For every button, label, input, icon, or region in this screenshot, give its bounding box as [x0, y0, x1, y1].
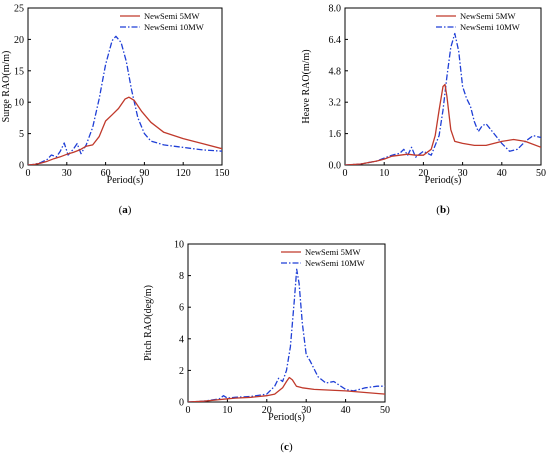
series-line-10mw: [28, 35, 222, 165]
panel-label: (a): [119, 204, 132, 216]
legend-label: NewSemi 10MW: [305, 258, 365, 268]
panel-label: (b): [436, 204, 450, 216]
x-tick-label: 90: [139, 168, 149, 179]
x-tick-label: 40: [497, 168, 507, 179]
x-tick-label: 30: [301, 405, 311, 416]
series-line-5mw: [188, 376, 385, 402]
x-tick-label: 20: [262, 405, 272, 416]
legend-label: NewSemi 10MW: [460, 22, 520, 32]
x-tick-label: 50: [380, 405, 390, 416]
y-tick-label: 0: [179, 398, 184, 409]
y-tick-label: 4.8: [329, 66, 342, 77]
y-tick-label: 6.4: [329, 35, 342, 46]
y-tick-label: 25: [14, 4, 24, 15]
y-tick-label: 15: [14, 66, 24, 77]
x-tick-label: 20: [418, 168, 428, 179]
x-tick-label: 10: [379, 168, 389, 179]
y-tick-label: 3.2: [329, 98, 342, 109]
y-axis-title: Surge RAO(m/m): [1, 51, 12, 123]
x-tick-label: 60: [101, 168, 111, 179]
y-tick-label: 6: [179, 303, 184, 314]
series-line-10mw: [345, 32, 541, 165]
legend-label: NewSemi 5MW: [460, 11, 515, 21]
y-tick-label: 10: [174, 240, 184, 251]
y-axis-title: Heave RAO(m/m): [301, 49, 312, 123]
y-axis-title: Pitch RAO(deg/m): [143, 285, 154, 361]
plot-frame: [187, 243, 386, 403]
y-tick-label: 0: [19, 161, 24, 172]
series-line-5mw: [28, 96, 222, 165]
series-line-5mw: [345, 83, 541, 165]
chart-panel-c: 0 10 20 30 40 50 0 2 4 6 8 10 Period(s) Pitch RAO(deg…: [143, 240, 390, 454]
x-axis-title: Period(s): [107, 175, 144, 186]
x-tick-label: 10: [222, 405, 232, 416]
x-tick-label: 0: [186, 405, 191, 416]
y-tick-label: 5: [19, 129, 24, 140]
x-tick-label: 0: [26, 168, 31, 179]
y-tick-label: 8.0: [329, 4, 342, 15]
x-tick-label: 0: [343, 168, 348, 179]
legend-label: NewSemi 5MW: [144, 11, 199, 21]
x-tick-label: 150: [215, 168, 230, 179]
x-tick-label: 30: [62, 168, 72, 179]
plot-frame: [344, 7, 542, 166]
chart-panel-a: 0 30 60 90 120 150 0 5 10 15 20 25 Period(s) Surge RA…: [1, 4, 230, 217]
x-tick-label: 50: [536, 168, 546, 179]
series-line-10mw: [188, 268, 385, 402]
legend-label: NewSemi 5MW: [305, 247, 360, 257]
plot-frame: [27, 7, 223, 166]
panel-label: (c): [280, 441, 293, 453]
y-tick-label: 8: [179, 271, 184, 282]
x-tick-label: 40: [341, 405, 351, 416]
y-tick-label: 1.6: [329, 129, 342, 140]
x-tick-label: 120: [176, 168, 191, 179]
y-tick-label: 0.0: [329, 161, 342, 172]
x-axis-title: Period(s): [425, 175, 462, 186]
y-tick-label: 20: [14, 35, 24, 46]
y-tick-label: 10: [14, 98, 24, 109]
chart-panel-b: 0 10 20 30 40 50 0.0 1.6 3.2 4.8 6.4 8.0 Period(s) He…: [301, 4, 546, 217]
x-axis-title: Period(s): [268, 412, 305, 423]
y-tick-label: 4: [179, 334, 184, 345]
x-tick-label: 30: [458, 168, 468, 179]
y-tick-label: 2: [179, 366, 184, 377]
legend-label: NewSemi 10MW: [144, 22, 204, 32]
